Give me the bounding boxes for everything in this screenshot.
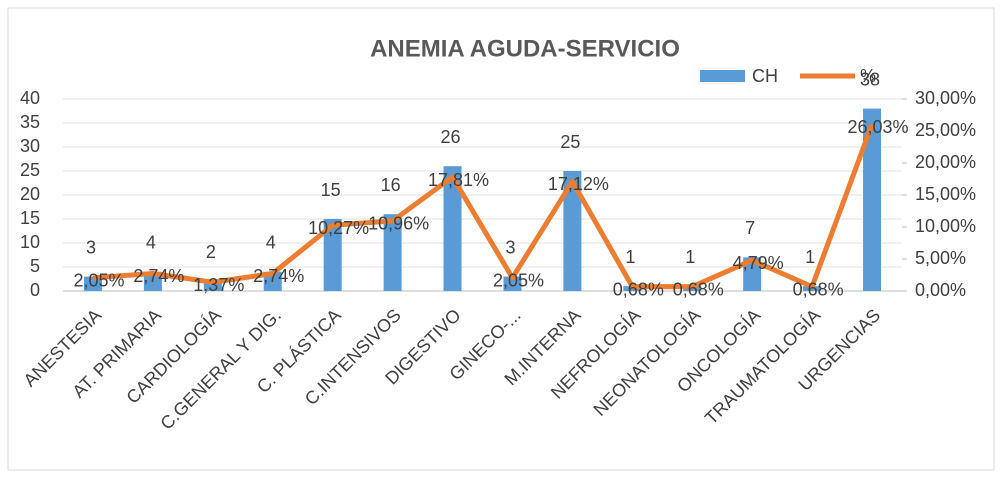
y-tick-label: 40: [20, 88, 40, 108]
bar-label: 16: [381, 175, 401, 195]
y-tick-label: 20: [20, 184, 40, 204]
line-label: 17,81%: [428, 170, 489, 190]
line-label: 10,96%: [368, 214, 429, 234]
bar-label: 4: [266, 233, 276, 253]
line-label: 2,05%: [493, 271, 544, 291]
y-tick-label: 15: [20, 208, 40, 228]
y-tick-label: 0: [30, 280, 40, 300]
y2-tick-label: 10,00%: [915, 216, 976, 236]
line: [92, 123, 875, 290]
y2-tick-label: 15,00%: [915, 184, 976, 204]
y2-tick-label: 25,00%: [915, 120, 976, 140]
line-label: 2,74%: [253, 266, 304, 286]
line-label: 10,27%: [308, 218, 369, 238]
bar-label: 38: [860, 69, 880, 89]
bar-label: 1: [805, 247, 815, 267]
line-label: 1,37%: [193, 275, 244, 295]
line-label: 2,74%: [133, 266, 184, 286]
bar-label: 3: [505, 237, 515, 257]
y-tick-label: 10: [20, 232, 40, 252]
y-tick-label: 35: [20, 112, 40, 132]
legend-label: %: [860, 66, 876, 86]
bar-label: 4: [146, 233, 156, 253]
bar: [443, 166, 462, 291]
bar-label: 1: [625, 247, 635, 267]
bar-label: 26: [441, 127, 461, 147]
line-label: 17,12%: [548, 174, 609, 194]
bar: [383, 214, 402, 291]
y-tick-label: 25: [20, 160, 40, 180]
bar: [563, 171, 582, 291]
bar-label: 3: [86, 237, 96, 257]
legend-label: CH: [752, 66, 778, 86]
bar-label: 2: [206, 242, 216, 262]
bar: [203, 281, 222, 291]
bar: [503, 276, 522, 291]
bar-label: 7: [745, 218, 755, 238]
bar: [743, 257, 762, 291]
y2-tick-label: 30,00%: [915, 88, 976, 108]
line-label: 0,68%: [613, 279, 664, 299]
legend-swatch: [700, 70, 745, 82]
line-label: 0,68%: [673, 279, 724, 299]
line-label: 0,68%: [793, 279, 844, 299]
line-label: 26,03%: [848, 117, 909, 137]
y2-tick-label: 20,00%: [915, 152, 976, 172]
y-tick-label: 30: [20, 136, 40, 156]
y-tick-label: 5: [30, 256, 40, 276]
bar-label: 25: [560, 132, 580, 152]
bar: [863, 108, 882, 291]
line-label: 2,05%: [73, 271, 124, 291]
bar-label: 15: [321, 180, 341, 200]
y2-tick-label: 0,00%: [915, 280, 966, 300]
line-label: 4,79%: [733, 253, 784, 273]
bar: [83, 276, 102, 291]
y2-tick-label: 5,00%: [915, 248, 966, 268]
bar-label: 1: [685, 247, 695, 267]
chart-title: ANEMIA AGUDA-SERVICIO: [370, 35, 680, 62]
bar: [323, 219, 342, 291]
